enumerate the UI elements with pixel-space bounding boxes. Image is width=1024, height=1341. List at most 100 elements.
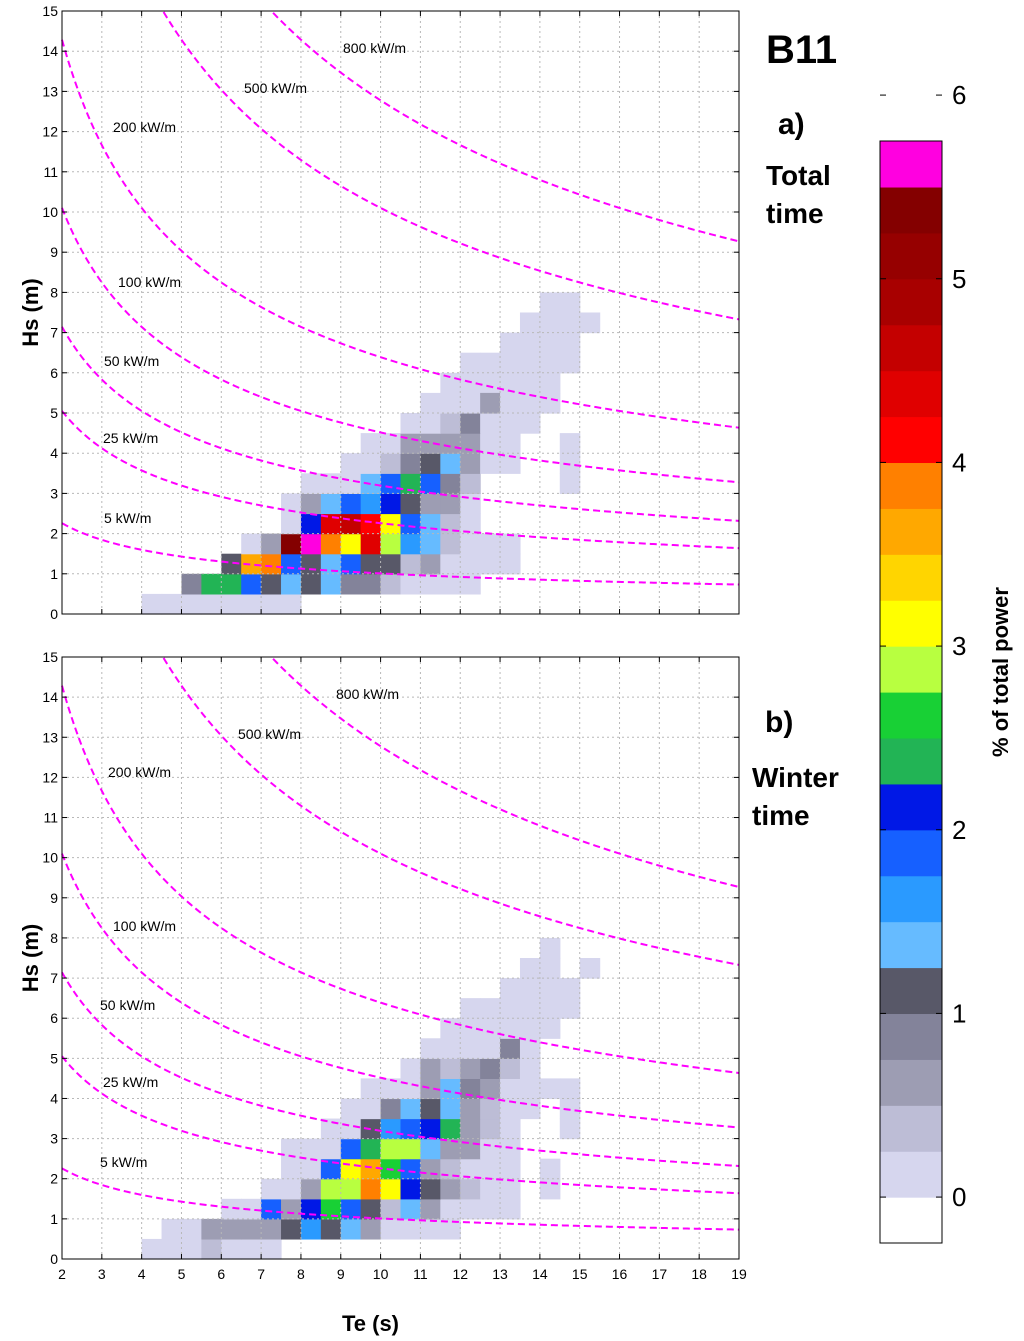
heatmap-cell [201, 573, 222, 595]
heatmap-cell [460, 573, 481, 595]
heatmap-cell [300, 533, 322, 555]
colorbar-bin [880, 921, 942, 969]
heatmap-cell [241, 533, 262, 555]
colorbar-bin [880, 1059, 942, 1106]
colorbar-bin [880, 232, 942, 280]
heatmap-cell [460, 1118, 481, 1140]
heatmap-cell [539, 332, 561, 354]
heatmap-cell [320, 493, 342, 515]
y-tick-label: 4 [50, 1090, 58, 1106]
heatmap-cell [380, 1118, 402, 1140]
x-tick-label: 15 [572, 1266, 588, 1282]
heatmap-cell [241, 573, 262, 595]
heatmap-cell [380, 1178, 402, 1200]
heatmap-cell [440, 1138, 461, 1160]
power-contour-line [162, 657, 740, 966]
heatmap-cell [360, 1118, 382, 1140]
heatmap-cell [480, 533, 501, 555]
heatmap-cell [519, 1078, 541, 1100]
heatmap-cell [480, 1178, 501, 1200]
heatmap-cell [500, 533, 521, 555]
heatmap-cell [261, 1238, 282, 1260]
heatmap-cell [519, 332, 541, 354]
heatmap-cell [500, 1058, 521, 1079]
heatmap-cell [420, 1058, 441, 1079]
y-tick-label: 15 [42, 3, 58, 19]
colorbar-tick-label: 5 [952, 264, 966, 294]
heatmap-cell [559, 473, 581, 494]
heatmap-cell [420, 1218, 441, 1240]
heatmap-cell [340, 1098, 362, 1120]
heatmap-cell [420, 1178, 441, 1200]
heatmap-cell [360, 433, 382, 454]
contour-label: 50 kW/m [100, 997, 155, 1013]
heatmap-cell [500, 1178, 521, 1200]
panel-a-subtitle-line1: Total [766, 160, 831, 191]
plot-frame [61, 656, 740, 1260]
heatmap-cell [460, 1058, 481, 1079]
heatmap-cell [460, 453, 481, 474]
heatmap-cell [500, 1118, 521, 1140]
heatmap-cell [440, 1078, 461, 1100]
y-tick-label: 10 [42, 204, 58, 220]
heatmap-cell [500, 553, 521, 575]
heatmap-cell [380, 573, 402, 595]
colorbar-bin [880, 1105, 942, 1152]
panel-a-label: a) [778, 108, 805, 141]
heatmap-cell [500, 392, 521, 414]
power-contour-line [61, 39, 740, 429]
heatmap-cell [420, 1098, 441, 1120]
heatmap-cell [519, 372, 541, 394]
heatmap-cell [400, 1178, 422, 1200]
heatmap-cell [380, 1078, 402, 1100]
colorbar-tick-label: 2 [952, 815, 966, 845]
heatmap-cell [261, 573, 282, 595]
y-tick-label: 8 [50, 930, 58, 946]
heatmap-cell [281, 533, 302, 555]
x-tick-label: 13 [492, 1266, 508, 1282]
colorbar-label: % of total power [988, 587, 1013, 757]
heatmap-cell [500, 352, 521, 374]
heatmap-cell [440, 413, 461, 434]
heatmap-cell [420, 513, 441, 535]
heatmap-cell [241, 553, 262, 575]
x-tick-label: 18 [691, 1266, 707, 1282]
heatmap-cell [579, 312, 601, 334]
y-tick-label: 12 [42, 769, 58, 785]
heatmap-cell [400, 1138, 422, 1160]
heatmap-cell [380, 433, 402, 454]
heatmap-cell [420, 553, 441, 575]
heatmap-cell [539, 1078, 561, 1100]
heatmap-cell [221, 1198, 242, 1220]
heatmap-cell [519, 998, 541, 1019]
heatmap-cell [281, 1218, 302, 1240]
heatmap-cell [420, 1118, 441, 1140]
heatmap-cell [519, 1058, 541, 1079]
heatmap-cell [281, 493, 302, 515]
heatmap-cell [440, 553, 461, 575]
heatmap-cell [440, 392, 461, 414]
heatmap-cell [519, 1038, 541, 1059]
colorbar-bin [880, 646, 942, 693]
x-tick-label: 14 [532, 1266, 548, 1282]
y-tick-label: 2 [50, 1171, 58, 1187]
heatmap-cell [440, 433, 461, 454]
heatmap-cell [500, 1098, 521, 1120]
heatmap-cell [360, 1218, 382, 1240]
heatmap-cell [281, 553, 302, 575]
heatmap-cell [181, 573, 202, 595]
heatmap-cell [460, 413, 481, 434]
y-tick-label: 10 [42, 850, 58, 866]
colorbar-bin [880, 370, 942, 418]
y-tick-label: 7 [50, 325, 58, 341]
heatmap-cell [500, 998, 521, 1019]
heatmap-cell [460, 1018, 481, 1039]
heatmap-cell [480, 1158, 501, 1180]
heatmap-cell [519, 413, 541, 434]
heatmap-cell [241, 1218, 262, 1240]
heatmap-cell [440, 533, 461, 555]
colorbar-bin [880, 554, 942, 601]
heatmap-cell [340, 533, 362, 555]
heatmap-cell [340, 573, 362, 595]
heatmap-cell [539, 392, 561, 414]
